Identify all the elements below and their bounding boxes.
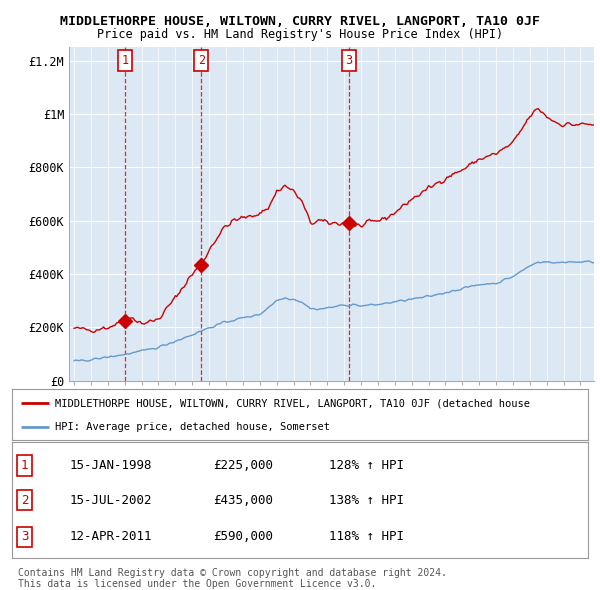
Text: 1: 1 bbox=[21, 459, 28, 472]
Text: 15-JUL-2002: 15-JUL-2002 bbox=[70, 493, 152, 507]
Text: £590,000: £590,000 bbox=[214, 530, 274, 543]
Text: MIDDLETHORPE HOUSE, WILTOWN, CURRY RIVEL, LANGPORT, TA10 0JF: MIDDLETHORPE HOUSE, WILTOWN, CURRY RIVEL… bbox=[60, 15, 540, 28]
Text: MIDDLETHORPE HOUSE, WILTOWN, CURRY RIVEL, LANGPORT, TA10 0JF (detached house: MIDDLETHORPE HOUSE, WILTOWN, CURRY RIVEL… bbox=[55, 398, 530, 408]
Text: 3: 3 bbox=[21, 530, 28, 543]
Text: HPI: Average price, detached house, Somerset: HPI: Average price, detached house, Some… bbox=[55, 422, 330, 432]
Text: 2: 2 bbox=[21, 493, 28, 507]
Text: 2: 2 bbox=[198, 54, 205, 67]
Text: 3: 3 bbox=[346, 54, 352, 67]
Text: Contains HM Land Registry data © Crown copyright and database right 2024.: Contains HM Land Registry data © Crown c… bbox=[18, 568, 447, 578]
Text: 1: 1 bbox=[122, 54, 129, 67]
Text: This data is licensed under the Open Government Licence v3.0.: This data is licensed under the Open Gov… bbox=[18, 579, 376, 589]
Text: 12-APR-2011: 12-APR-2011 bbox=[70, 530, 152, 543]
Text: £225,000: £225,000 bbox=[214, 459, 274, 472]
Text: 128% ↑ HPI: 128% ↑ HPI bbox=[329, 459, 404, 472]
Text: 138% ↑ HPI: 138% ↑ HPI bbox=[329, 493, 404, 507]
Text: 118% ↑ HPI: 118% ↑ HPI bbox=[329, 530, 404, 543]
Text: £435,000: £435,000 bbox=[214, 493, 274, 507]
Text: 15-JAN-1998: 15-JAN-1998 bbox=[70, 459, 152, 472]
Text: Price paid vs. HM Land Registry's House Price Index (HPI): Price paid vs. HM Land Registry's House … bbox=[97, 28, 503, 41]
